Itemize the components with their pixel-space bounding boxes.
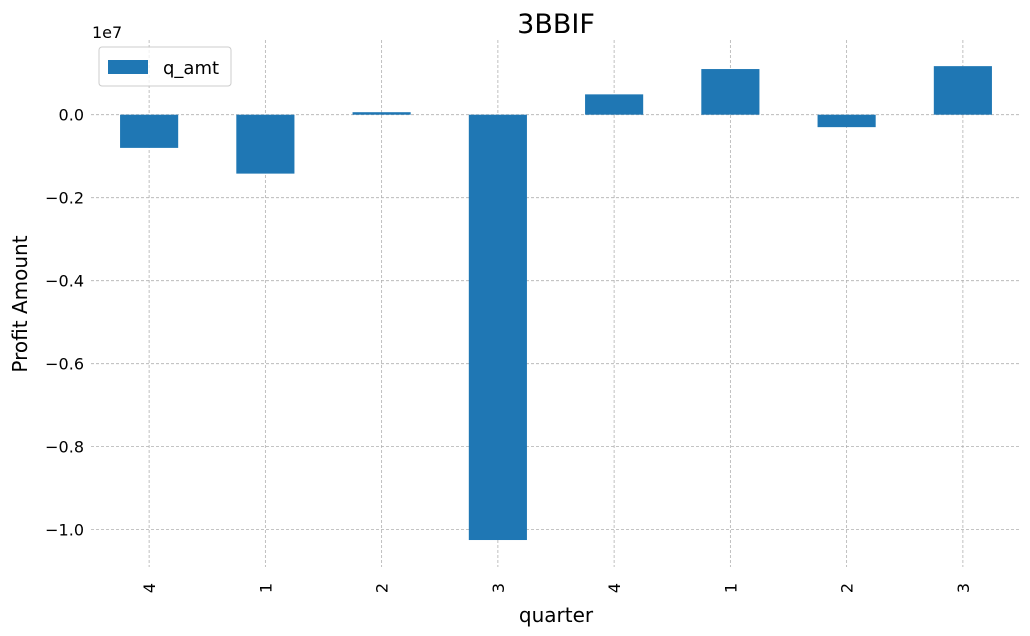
legend-swatch (108, 60, 148, 74)
x-tick-label: 4 (605, 583, 624, 593)
bar-1 (120, 114, 179, 148)
x-tick-label: 2 (838, 583, 857, 593)
bar-3 (352, 112, 411, 115)
chart-title: 3BBIF (517, 9, 595, 40)
bar-6 (701, 69, 760, 115)
legend: q_amt (98, 46, 232, 87)
x-tick-label: 3 (954, 583, 973, 593)
bar-8 (933, 66, 992, 115)
bar-5 (585, 94, 644, 115)
bar-4 (468, 114, 527, 541)
y-tick-label: −1.0 (45, 521, 84, 540)
x-axis-ticks: 4 1 2 3 4 1 2 3 (140, 583, 973, 593)
y-tick-label: 0.0 (59, 106, 84, 125)
grid (91, 40, 1021, 567)
bar-2 (236, 114, 295, 174)
y-tick-label: −0.8 (45, 438, 84, 457)
x-axis-label: quarter (519, 603, 594, 627)
y-offset-label: 1e7 (92, 23, 122, 42)
x-tick-label: 2 (373, 583, 392, 593)
x-tick-label: 4 (140, 583, 159, 593)
bars (120, 66, 992, 541)
y-axis-label: Profit Amount (8, 235, 32, 372)
legend-box (98, 46, 232, 87)
x-tick-label: 3 (489, 583, 508, 593)
y-axis-ticks: 0.0 −0.2 −0.4 −0.6 −0.8 −1.0 (45, 106, 84, 540)
bar-7 (817, 114, 876, 128)
y-tick-label: −0.6 (45, 355, 84, 374)
x-tick-label: 1 (721, 583, 740, 593)
y-tick-label: −0.4 (45, 272, 84, 291)
legend-label: q_amt (163, 58, 219, 79)
y-tick-label: −0.2 (45, 189, 84, 208)
x-tick-label: 1 (256, 583, 275, 593)
